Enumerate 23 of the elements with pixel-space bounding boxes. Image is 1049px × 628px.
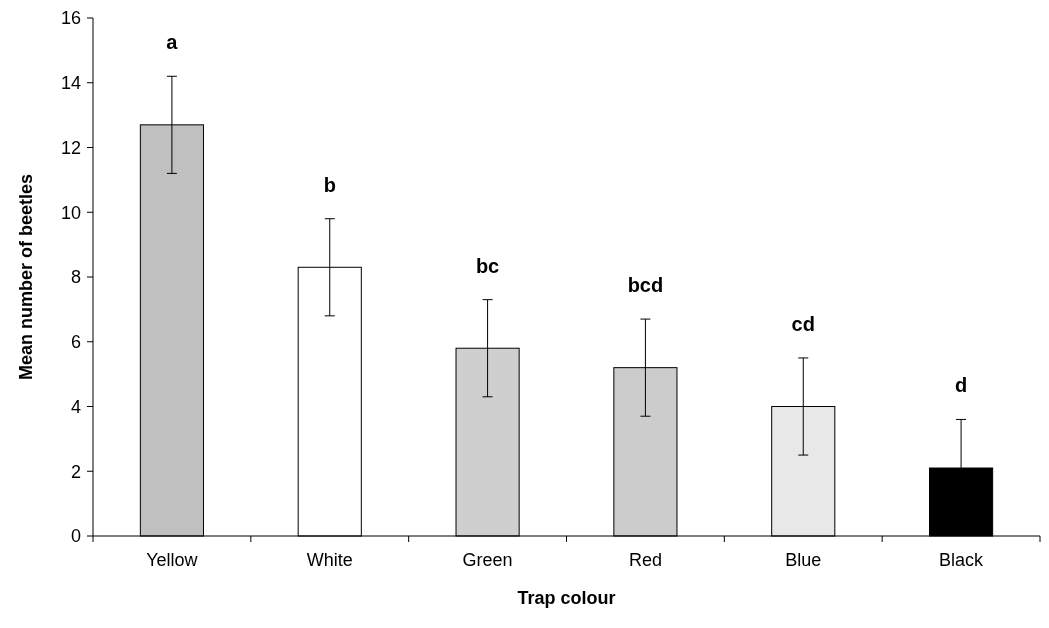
x-tick-label: White [306, 550, 353, 570]
x-tick-label: Blue [785, 550, 822, 570]
y-axis-title: Mean number of beetles [16, 173, 36, 381]
annotation: bc [475, 254, 500, 277]
y-tick-label: 2 [70, 461, 81, 482]
y-tick-label: 0 [70, 526, 81, 547]
x-axis-title: Trap colour [517, 588, 616, 608]
annotation: bcd [627, 274, 664, 297]
x-tick-label: Yellow [146, 550, 199, 570]
annotation: b [323, 173, 336, 196]
y-tick-label: 10 [60, 202, 81, 223]
y-tick-label: 8 [70, 267, 81, 288]
y-tick-label: 4 [70, 396, 81, 417]
x-tick-label: Red [628, 550, 662, 570]
x-tick-label: Green [462, 550, 513, 570]
annotation: cd [791, 312, 815, 335]
x-tick-label: Black [939, 550, 985, 570]
y-tick-label: 14 [60, 73, 81, 94]
annotation: a [166, 31, 179, 54]
y-tick-label: 6 [70, 332, 81, 353]
y-tick-label: 12 [60, 137, 81, 158]
y-tick-label: 16 [60, 8, 81, 29]
annotation: d [954, 374, 968, 397]
